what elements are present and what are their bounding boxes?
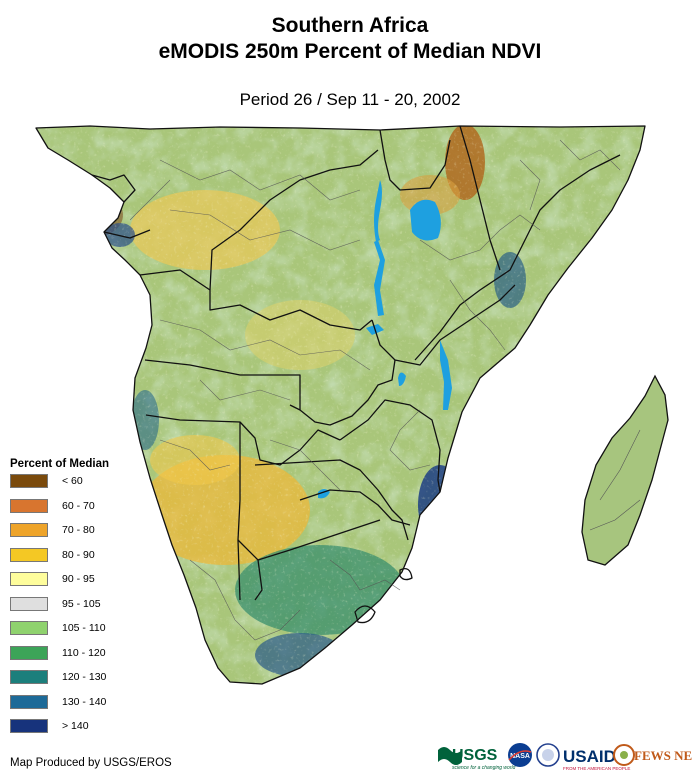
usaid-logo: USAID FROM THE AMERICAN PEOPLE [563, 747, 630, 771]
legend-label: 90 - 95 [62, 573, 95, 585]
lake-albert [374, 180, 382, 242]
legend-label: < 60 [62, 475, 83, 487]
admin-borders [129, 139, 621, 641]
legend-label: 105 - 110 [62, 622, 106, 634]
credit-text: Map Produced by USGS/EROS [10, 757, 172, 769]
madagascar [581, 374, 669, 566]
usaid-text: USAID [563, 747, 616, 766]
legend-swatch [10, 621, 48, 635]
legend-label: 80 - 90 [62, 548, 95, 561]
lake-victoria [410, 199, 441, 241]
legend-swatch [10, 694, 48, 709]
nasa-logo: NASA [508, 743, 532, 767]
legend-swatch [10, 474, 48, 488]
legend-label: 60 - 70 [62, 499, 95, 512]
nasa-text: NASA [510, 753, 530, 760]
partner-logos: USGS science for a changing world NASA U… [438, 743, 692, 771]
lake-tanganyika [374, 240, 385, 316]
map-subtitle: eMODIS 250m Percent of Median NDVI [158, 40, 542, 63]
legend-swatch [10, 596, 48, 611]
map-title: Southern Africa [271, 14, 429, 37]
legend-label: 70 - 80 [62, 524, 95, 536]
legend-swatch [10, 719, 48, 733]
fewsnet-text: FEWS NET [634, 748, 692, 763]
lake-malawi [440, 340, 452, 410]
fewsnet-logo: FEWS NET [613, 744, 692, 766]
legend-swatch [10, 645, 48, 660]
legend-label: 110 - 120 [62, 646, 106, 659]
usgs-tagline: science for a changing world [452, 765, 516, 771]
legend-label: 95 - 105 [62, 597, 101, 610]
country-borders [35, 125, 646, 685]
usgs-logo: USGS science for a changing world [438, 747, 516, 771]
legend-swatch [10, 572, 48, 586]
legend-title: Percent of Median [10, 458, 110, 470]
lakes [318, 180, 452, 499]
legend-swatch [10, 523, 48, 537]
legend-label: 130 - 140 [62, 695, 107, 708]
legend-swatch [10, 670, 48, 684]
ndvi-map [35, 125, 669, 685]
period-label: Period 26 / Sep 11 - 20, 2002 [239, 90, 461, 109]
usaid-tagline: FROM THE AMERICAN PEOPLE [563, 766, 630, 771]
legend-label: 120 - 130 [62, 671, 107, 683]
legend-swatch [10, 547, 48, 562]
usgs-text: USGS [452, 747, 498, 764]
legend-label: > 140 [62, 720, 89, 732]
seal-logo [536, 743, 560, 767]
legend-swatch [10, 498, 48, 513]
